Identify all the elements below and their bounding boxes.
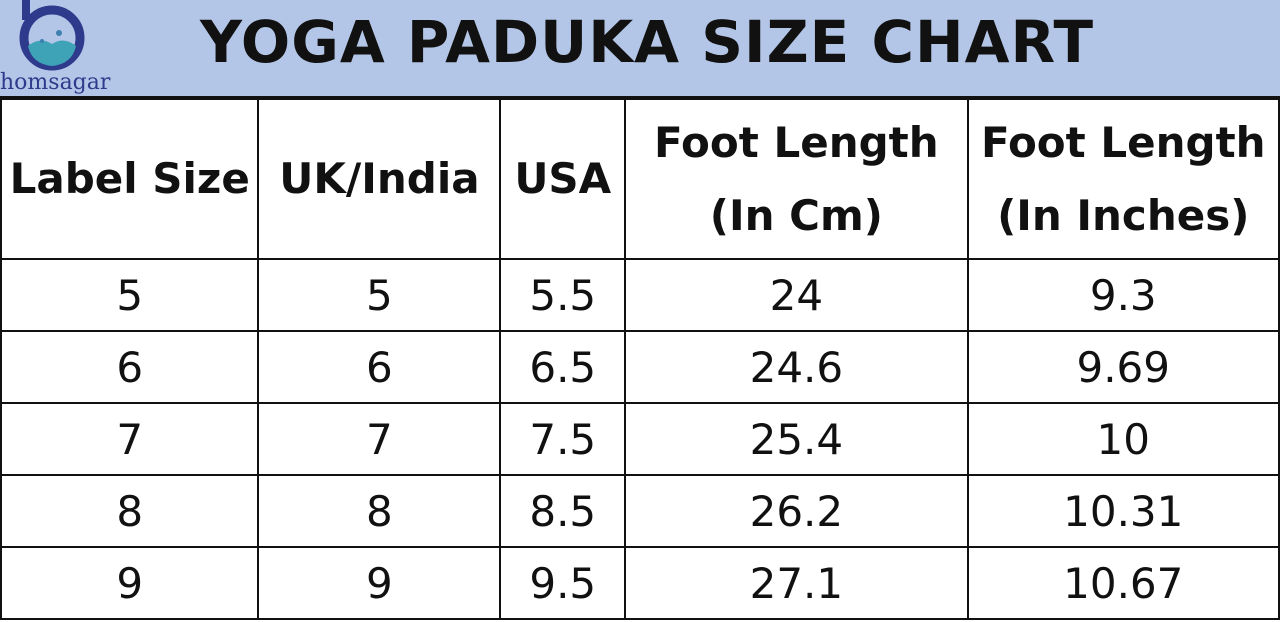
table-cell: 9 <box>0 546 260 620</box>
table-cell: 24.6 <box>624 330 969 404</box>
header-line2: (In Cm) <box>709 191 883 240</box>
table-cell: 10.67 <box>966 546 1280 620</box>
table-cell: 9.3 <box>966 258 1280 332</box>
header-line1: Foot Length <box>980 117 1266 167</box>
title-bar: homsagar YOGA PADUKA SIZE CHART <box>0 0 1280 99</box>
table-cell: 10.31 <box>966 474 1280 548</box>
table-cell: 5 <box>257 258 502 332</box>
table-cell: 27.1 <box>624 546 969 620</box>
header-line1: USA <box>514 154 612 204</box>
table-cell: 8 <box>257 474 502 548</box>
logo-text: homsagar <box>0 70 111 95</box>
table-cell: 9 <box>257 546 502 620</box>
table-cell: 7 <box>0 402 260 476</box>
table-cell: 8.5 <box>499 474 627 548</box>
page-title: YOGA PADUKA SIZE CHART <box>200 8 1095 76</box>
table-cell: 6.5 <box>499 330 627 404</box>
table-cell: 5.5 <box>499 258 627 332</box>
header-line1: Label Size <box>9 154 250 204</box>
table-row: 8 8 8.5 26.2 10.31 <box>0 474 1280 548</box>
logo-mark-icon <box>19 0 85 71</box>
column-header: UK/India <box>257 98 502 260</box>
table-cell: 7 <box>257 402 502 476</box>
table-cell: 24 <box>624 258 969 332</box>
table-row: 6 6 6.5 24.6 9.69 <box>0 330 1280 404</box>
column-header: Label Size <box>0 98 260 260</box>
column-header: Foot Length (In Inches) <box>966 98 1280 260</box>
table-cell: 25.4 <box>624 402 969 476</box>
table-cell: 6 <box>257 330 502 404</box>
header-row: Label Size UK/India USA Foot Length (In Cm) F… <box>0 98 1280 260</box>
table-cell: 8 <box>0 474 260 548</box>
table-cell: 10 <box>966 402 1280 476</box>
table-cell: 6 <box>0 330 260 404</box>
homsagar-logo: homsagar <box>0 0 120 100</box>
column-header: USA <box>499 98 627 260</box>
table-row: 7 7 7.5 25.4 10 <box>0 402 1280 476</box>
column-header: Foot Length (In Cm) <box>624 98 969 260</box>
table-cell: 9.69 <box>966 330 1280 404</box>
table-cell: 7.5 <box>499 402 627 476</box>
header-line2: (In Inches) <box>997 191 1250 240</box>
size-table: Label Size UK/India USA Foot Length (In Cm) F… <box>0 98 1280 620</box>
table-row: 5 5 5.5 24 9.3 <box>0 258 1280 332</box>
table-row: 9 9 9.5 27.1 10.67 <box>0 546 1280 620</box>
header-line1: Foot Length <box>654 117 939 167</box>
header-line1: UK/India <box>279 154 480 204</box>
table-cell: 26.2 <box>624 474 969 548</box>
table-cell: 9.5 <box>499 546 627 620</box>
table-cell: 5 <box>0 258 260 332</box>
